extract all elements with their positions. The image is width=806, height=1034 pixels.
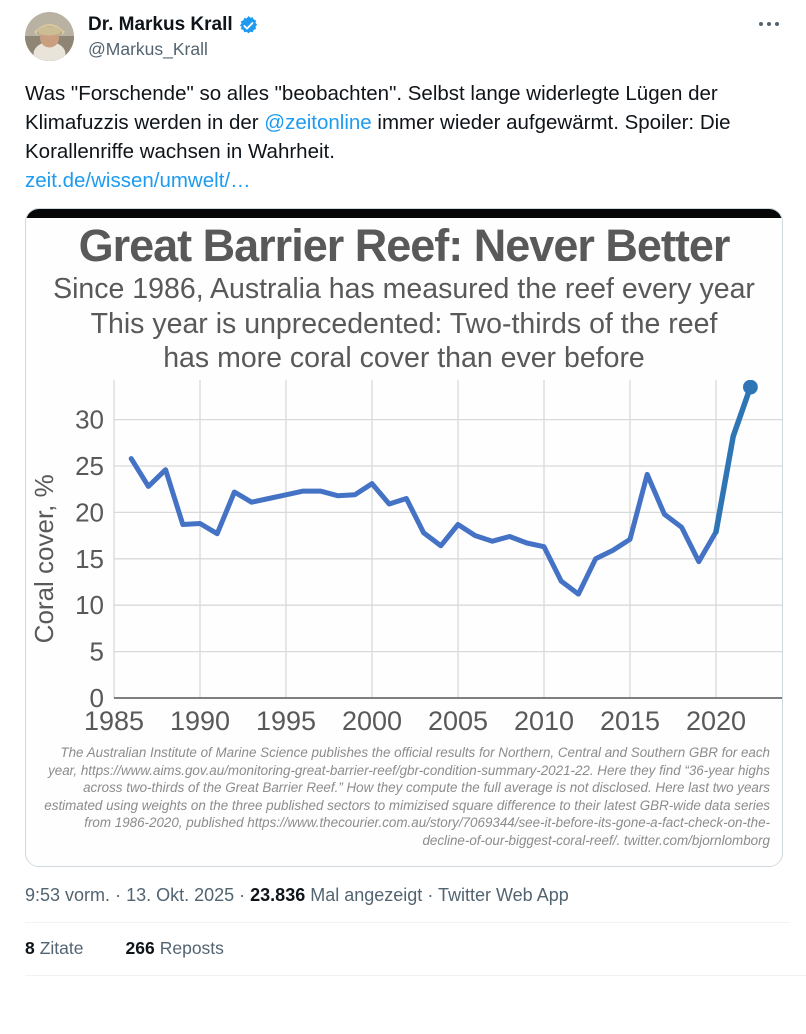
more-dot-icon bbox=[759, 22, 763, 26]
quotes-count: 8 bbox=[25, 937, 35, 958]
svg-text:1995: 1995 bbox=[256, 706, 316, 736]
tweet-date: 13. Okt. 2025 bbox=[126, 884, 235, 905]
tweet-url-link[interactable]: zeit.de/wissen/umwelt/… bbox=[25, 169, 251, 192]
avatar[interactable] bbox=[25, 12, 74, 61]
divider bbox=[25, 974, 806, 976]
meta-separator: · bbox=[115, 884, 127, 905]
svg-text:0: 0 bbox=[90, 683, 104, 713]
views-count: 23.836 bbox=[250, 884, 306, 905]
svg-text:10: 10 bbox=[75, 590, 104, 620]
svg-text:2010: 2010 bbox=[514, 706, 574, 736]
reposts-count: 266 bbox=[125, 937, 155, 958]
tweet-meta: 9:53 vorm. · 13. Okt. 2025 · 23.836 Mal … bbox=[25, 883, 781, 907]
tweet-source: Twitter Web App bbox=[438, 884, 569, 905]
author-handle[interactable]: @Markus_Krall bbox=[88, 39, 208, 59]
chart-line-main bbox=[128, 456, 719, 597]
tweet-text: Was "Forschende" so alles "beobachten". … bbox=[25, 79, 781, 166]
tweet-header: Dr. Markus Krall @Markus_Krall bbox=[25, 12, 781, 61]
chart-subtitle-line: Since 1986, Australia has measured the r… bbox=[53, 272, 755, 305]
author-name[interactable]: Dr. Markus Krall bbox=[88, 14, 233, 35]
chart-end-dot bbox=[743, 380, 758, 395]
reposts-stat[interactable]: 266 Reposts bbox=[126, 938, 224, 959]
y-axis-title: Coral cover, % bbox=[29, 474, 59, 643]
divider bbox=[25, 921, 790, 923]
chart-caption: The Australian Institute of Marine Scien… bbox=[44, 745, 770, 849]
reposts-label: Reposts bbox=[159, 937, 224, 958]
svg-text:1990: 1990 bbox=[170, 706, 230, 736]
svg-text:20: 20 bbox=[75, 497, 104, 527]
verified-badge-icon bbox=[238, 15, 259, 36]
more-dot-icon bbox=[767, 22, 771, 26]
quotes-label: Zitate bbox=[39, 937, 84, 958]
coral-cover-line-chart: 0 5 10 15 20 25 30 1985 1990 1995 2000 2005 2010 2015… bbox=[29, 380, 782, 736]
chart-tick-labels: 0 5 10 15 20 25 30 1985 1990 1995 2000 2005 2010 2015… bbox=[75, 405, 746, 736]
image-top-black-band bbox=[26, 209, 782, 218]
avatar-image bbox=[25, 12, 74, 61]
svg-text:1985: 1985 bbox=[84, 706, 144, 736]
tweet-text-segment: Was "Forschende" so alles "beobachten". … bbox=[25, 82, 718, 134]
chart-gridlines bbox=[113, 380, 782, 699]
svg-text:2005: 2005 bbox=[428, 706, 488, 736]
svg-text:30: 30 bbox=[75, 405, 104, 435]
meta-separator: · bbox=[427, 884, 438, 905]
mention-link[interactable]: @zeitonline bbox=[264, 111, 372, 134]
svg-text:5: 5 bbox=[90, 637, 104, 667]
svg-text:15: 15 bbox=[75, 544, 104, 574]
author-block: Dr. Markus Krall @Markus_Krall bbox=[88, 12, 757, 60]
views-label: Mal angezeigt bbox=[310, 884, 423, 905]
svg-text:2015: 2015 bbox=[600, 706, 660, 736]
chart-title: Great Barrier Reef: Never Better bbox=[78, 220, 731, 271]
tweet-time: 9:53 vorm. bbox=[25, 884, 111, 905]
more-options-button[interactable] bbox=[757, 12, 781, 36]
chart-subtitle-line: has more coral cover than ever before bbox=[163, 342, 645, 375]
meta-separator: · bbox=[239, 884, 251, 905]
coral-chart-image: Great Barrier Reef: Never Better Since 1… bbox=[26, 220, 782, 866]
more-dot-icon bbox=[775, 22, 779, 26]
svg-text:25: 25 bbox=[75, 451, 104, 481]
tweet-media-card[interactable]: Great Barrier Reef: Never Better Since 1… bbox=[25, 208, 783, 867]
chart-subtitle-line: This year is unprecedented: Two-thirds o… bbox=[90, 307, 718, 340]
quotes-stat[interactable]: 8 Zitate bbox=[25, 938, 84, 959]
svg-text:2020: 2020 bbox=[686, 706, 746, 736]
chart-line-estimated bbox=[713, 384, 754, 535]
tweet-detail: Dr. Markus Krall @Markus_Krall Was "Fors… bbox=[0, 12, 806, 976]
tweet-stats: 8 Zitate 266 Reposts bbox=[25, 923, 781, 975]
tweet-text-segment: immer wieder aufgewärmt. Spoiler: Die Ko… bbox=[25, 111, 731, 163]
svg-text:2000: 2000 bbox=[342, 706, 402, 736]
